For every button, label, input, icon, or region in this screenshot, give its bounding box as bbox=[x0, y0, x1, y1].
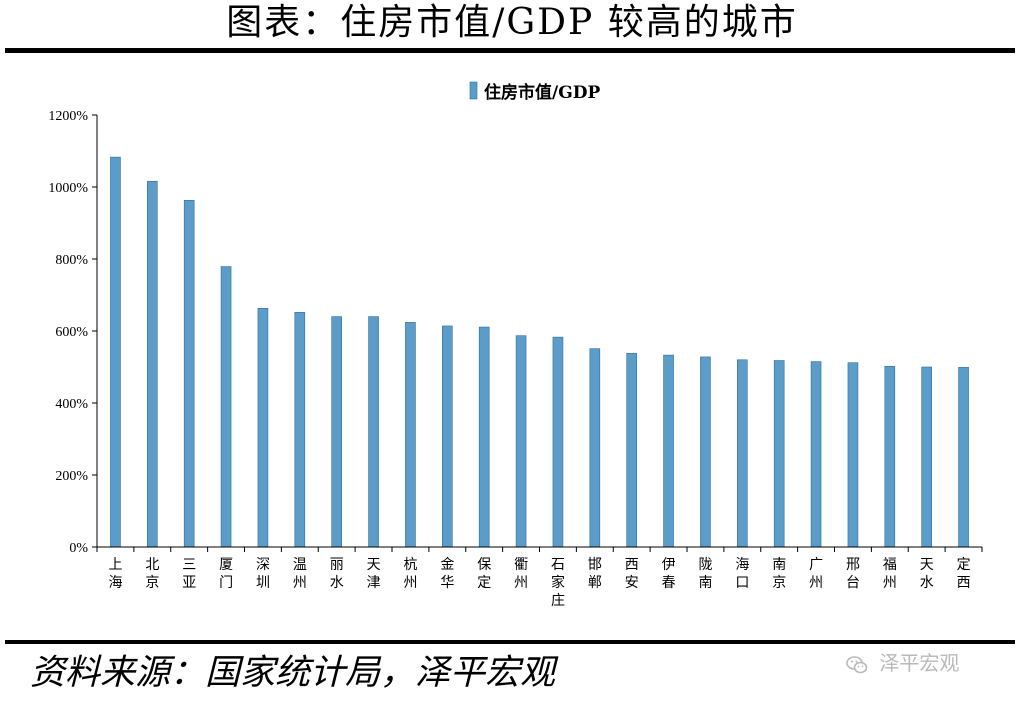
x-tick-label: 厦门 bbox=[219, 557, 233, 591]
bar bbox=[257, 308, 269, 548]
x-tick-label: 石家庄 bbox=[551, 557, 565, 609]
legend: 住房市值/GDP bbox=[469, 81, 600, 103]
bar bbox=[958, 367, 969, 548]
x-tick-label: 福州 bbox=[883, 557, 897, 591]
bar bbox=[700, 356, 711, 548]
x-tick-label: 三亚 bbox=[182, 557, 196, 591]
x-tick-label: 南京 bbox=[772, 557, 786, 591]
x-tick-label: 金华 bbox=[440, 557, 454, 591]
x-tick-label: 深圳 bbox=[256, 557, 270, 591]
bar bbox=[773, 360, 785, 548]
bar bbox=[368, 316, 379, 548]
x-tick-label: 上海 bbox=[108, 557, 122, 591]
bar bbox=[626, 353, 637, 548]
bar bbox=[331, 316, 342, 548]
bar bbox=[663, 354, 674, 548]
bar bbox=[478, 326, 490, 548]
source-note: 资料来源：国家统计局，泽平宏观 bbox=[30, 653, 556, 693]
bar bbox=[442, 325, 453, 548]
bar bbox=[737, 359, 748, 548]
y-tick-label: 200% bbox=[55, 469, 88, 484]
y-tick-label: 0% bbox=[69, 541, 88, 556]
watermark-text: 泽平宏观 bbox=[879, 651, 960, 675]
bar bbox=[552, 336, 564, 548]
x-tick-label: 温州 bbox=[293, 557, 307, 591]
legend-swatch bbox=[469, 81, 478, 100]
bar bbox=[183, 200, 195, 548]
bar-chart: 住房市值/GDP 0% 200% 400% 600% 800% 1000% 1200% 上海… bbox=[48, 81, 983, 609]
x-tick-label: 陇南 bbox=[698, 557, 712, 591]
x-tick-label: 海口 bbox=[735, 557, 749, 591]
wechat-icon bbox=[846, 655, 868, 673]
bars bbox=[110, 156, 969, 548]
x-tick-label: 天水 bbox=[920, 557, 934, 591]
y-tick-label: 600% bbox=[55, 325, 88, 340]
bar bbox=[294, 311, 306, 548]
bar bbox=[810, 361, 822, 548]
y-tick-label: 1200% bbox=[48, 109, 88, 124]
x-tick-label: 衢州 bbox=[514, 556, 528, 591]
bar bbox=[847, 362, 859, 548]
x-tick-label: 北京 bbox=[145, 557, 159, 591]
x-tick-label: 定西 bbox=[957, 557, 971, 591]
bottom-rule bbox=[5, 640, 1015, 644]
chart-title: 图表：住房市值/GDP 较高的城市 bbox=[226, 2, 798, 43]
x-tick-label: 西安 bbox=[625, 557, 639, 591]
x-tick-label: 邢台 bbox=[846, 557, 860, 591]
y-axis: 0% 200% 400% 600% 800% 1000% 1200% bbox=[48, 109, 98, 556]
bar bbox=[220, 266, 232, 548]
x-tick-label: 天津 bbox=[367, 557, 381, 591]
x-tick-label: 保定 bbox=[477, 557, 491, 591]
x-tick-label: 邯郸 bbox=[588, 557, 602, 591]
bar bbox=[147, 180, 158, 548]
bar bbox=[405, 322, 416, 548]
top-rule bbox=[5, 48, 1015, 53]
y-tick-label: 1000% bbox=[48, 181, 88, 196]
x-tick-label: 伊春 bbox=[662, 557, 676, 591]
bar bbox=[589, 348, 601, 548]
y-tick-label: 800% bbox=[55, 253, 88, 268]
bar bbox=[884, 365, 896, 548]
x-tick-label: 广州 bbox=[809, 557, 823, 591]
x-tick-label: 杭州 bbox=[403, 557, 417, 591]
watermark: 泽平宏观 bbox=[845, 650, 959, 676]
legend-label: 住房市值/GDP bbox=[484, 82, 600, 103]
bar bbox=[921, 366, 932, 548]
x-tick-label: 丽水 bbox=[330, 557, 344, 591]
bar bbox=[110, 156, 121, 548]
bar bbox=[515, 335, 527, 548]
y-tick-label: 400% bbox=[55, 397, 88, 412]
